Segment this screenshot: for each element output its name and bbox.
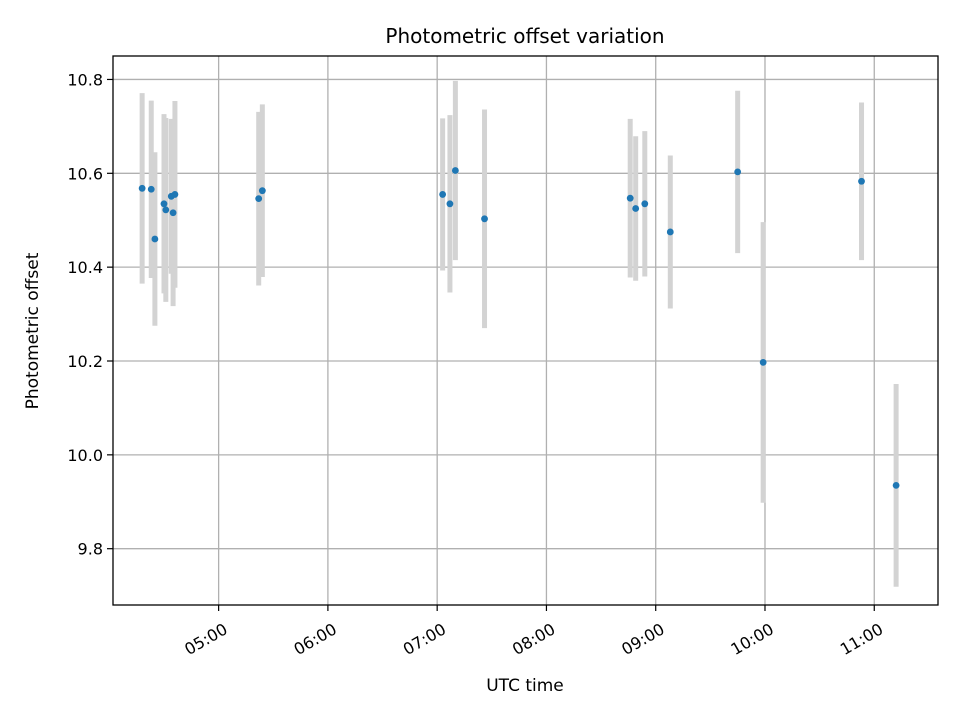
x-axis-title: UTC time	[486, 676, 564, 696]
y-axis-title: Photometric offset	[23, 252, 43, 409]
data-point	[151, 235, 159, 243]
data-point	[439, 191, 447, 198]
data-point	[641, 200, 649, 208]
data-point	[632, 205, 640, 212]
data-point	[258, 187, 266, 195]
y-tick-label: 10.6	[67, 164, 103, 183]
data-point	[451, 167, 459, 174]
data-point	[169, 209, 177, 217]
y-tick-label: 10.4	[67, 258, 103, 277]
data-point	[481, 215, 488, 223]
data-point	[892, 481, 900, 489]
data-point	[759, 359, 767, 366]
data-point	[255, 195, 263, 203]
chart-title: Photometric offset variation	[385, 24, 664, 48]
y-tick-label: 10.8	[67, 70, 103, 89]
data-point	[160, 200, 168, 208]
data-point	[858, 177, 865, 185]
data-point	[147, 185, 155, 193]
y-tick-label: 10.0	[67, 446, 103, 465]
data-point	[171, 191, 179, 198]
data-point	[734, 168, 742, 176]
data-point	[626, 194, 634, 202]
data-point	[138, 184, 146, 192]
y-tick-label: 10.2	[67, 352, 103, 371]
plot-area: 05:00 06:00 07:00 08:00 09:00 10:00 11:009.810…	[67, 55, 939, 659]
data-point	[666, 228, 674, 236]
axes-frame	[112, 55, 939, 606]
data-point	[446, 200, 454, 208]
data-point	[162, 206, 170, 214]
y-tick-label: 9.8	[78, 540, 103, 559]
